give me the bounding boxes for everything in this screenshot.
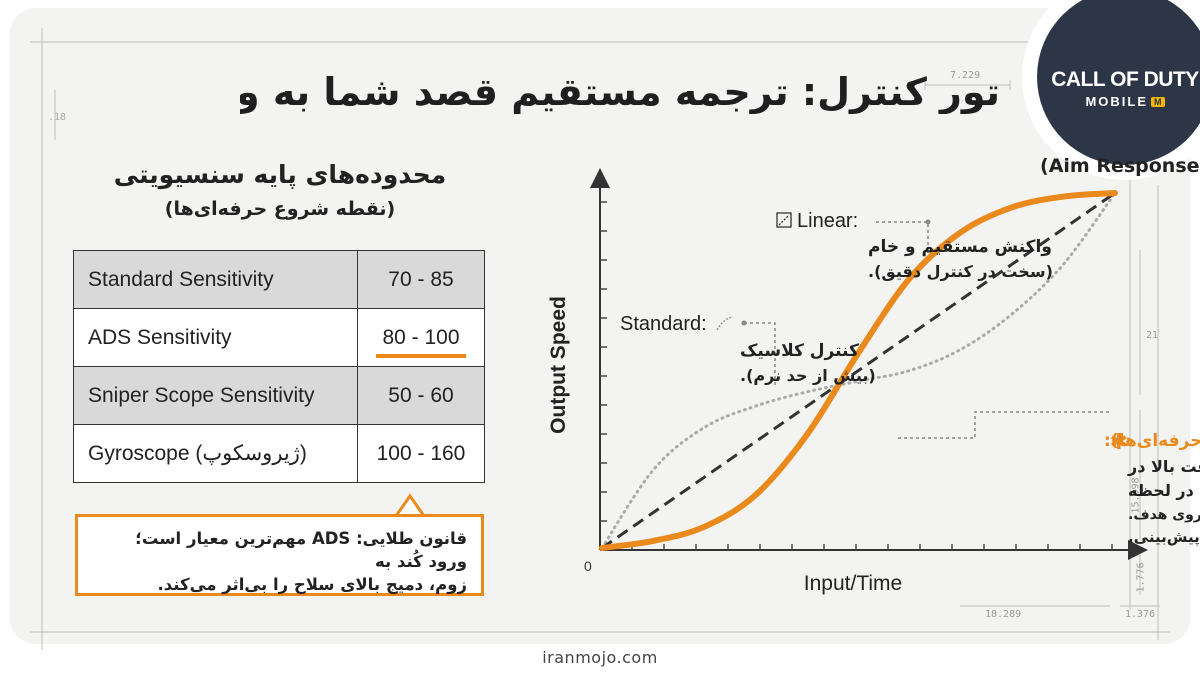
series-linear-line [601,191,1116,550]
table-row: Sniper Scope Sensitivity 50 - 60 [73,366,485,425]
standard-icon [716,316,734,331]
linear-annotation: Linear: واکنش مستقیم و خام (سخت در کنترل… [776,210,1053,281]
sensitivity-subtitle: (نقطه شروع حرفه‌ای‌ها) [164,198,396,220]
table-row: Gyroscope (ژیروسکوپ) 100 - 160 [73,424,485,483]
linear-desc-2: (سخت در کنترل دقیق). [868,262,1053,281]
sensitivity-range: 70 - 85 [357,250,485,309]
sensitivity-range: 50 - 60 [357,366,485,425]
golden-rule-callout: قانون طلایی: ADS مهم‌ترین معیار است؛ ورو… [75,514,484,596]
y-axis-label: Output Speed [547,296,570,434]
series-layer [599,190,1118,551]
annotation-leaders [744,221,1110,439]
sensitivity-range-cell: 80 - 100 [357,308,485,367]
chart-title: رفتار نشانه‌گیری (Aim Response Curve) [1040,154,1200,177]
blueprint-mark-right-a: 21 [1146,330,1159,341]
standard-label: Standard: [620,313,707,335]
standard-desc-2: (بیش از حد نرم). [740,366,876,385]
call-of-duty-mobile-logo: CALL OF DUTY MOBILE M [1037,0,1200,165]
footer-site: iranmojo.com [542,648,658,667]
blueprint-mark-bottom-a: 18.289 [985,609,1022,620]
dynamic-desc-2: لحظه Quick Scope بالا در لحظه [1128,481,1200,500]
blueprint-mark-left: .18 [48,112,67,123]
x-axis-label: Input/Time [804,572,902,595]
linear-label: Linear: [797,210,858,232]
standard-desc-1: کنترل کلاسیک [740,341,859,361]
blueprint-mark-top: 7.229 [950,70,981,81]
logo-sub-text: MOBILE M [1085,94,1165,109]
dynamic-desc-3: Quick Scope و کنترل عالی روی هدف. [1128,507,1200,523]
sensitivity-range: 100 - 160 [357,424,485,483]
sensitivity-name: ADS Sensitivity [73,308,358,367]
linear-desc-1: واکنش مستقیم و خام [868,237,1052,257]
blueprint-mark-bottom-b: 1.376 [1125,609,1156,620]
sensitivity-title: محدوده‌های پایه سنسیویتی [113,160,447,189]
origin-label: 0 [584,558,592,574]
page-title: تور کنترل: ترجمه مستقیم قصد شما به واکنش… [240,70,1000,114]
table-row: Standard Sensitivity 70 - 85 [73,250,485,309]
golden-rule-line: قانون طلایی: ADS مهم‌ترین معیار است؛ ورو… [135,529,467,571]
sensitivity-range-highlighted: 80 - 100 [376,325,466,358]
sensitivity-table: Standard Sensitivity 70 - 85 ADS Sensiti… [73,250,485,483]
sensitivity-name: Sniper Scope Sensitivity [73,366,358,425]
logo-badge: M [1151,97,1165,108]
dynamic-desc-4: هدف‌گیری سریع و قابل پیش‌بینی. [1128,528,1200,547]
sensitivity-name: Standard Sensitivity [73,250,358,309]
asterisk-icon: ✱ [1110,430,1128,455]
standard-annotation: Standard: کنترل کلاسیک (بیش از حد نرم). [620,313,876,385]
series-dynamic-line [599,190,1118,551]
table-row: ADS Sensitivity 80 - 100 [73,308,485,367]
logo-main-text: CALL OF DUTY [1051,67,1199,91]
dynamic-annotation: ✱ Dynamic (انتخاب حرفه‌ای‌ها): ترکیبی بی… [1104,430,1200,547]
linear-icon [776,212,792,228]
sensitivity-name: Gyroscope (ژیروسکوپ) [73,424,358,483]
dynamic-label: Dynamic (انتخاب حرفه‌ای‌ها): [1104,431,1200,451]
golden-rule-line: زوم، دمیج بالای سلاح را بی‌اثر می‌کند. [157,575,467,594]
dynamic-desc-1: ترکیبی بی‌نقص از سرعت بالا در [1127,457,1200,476]
